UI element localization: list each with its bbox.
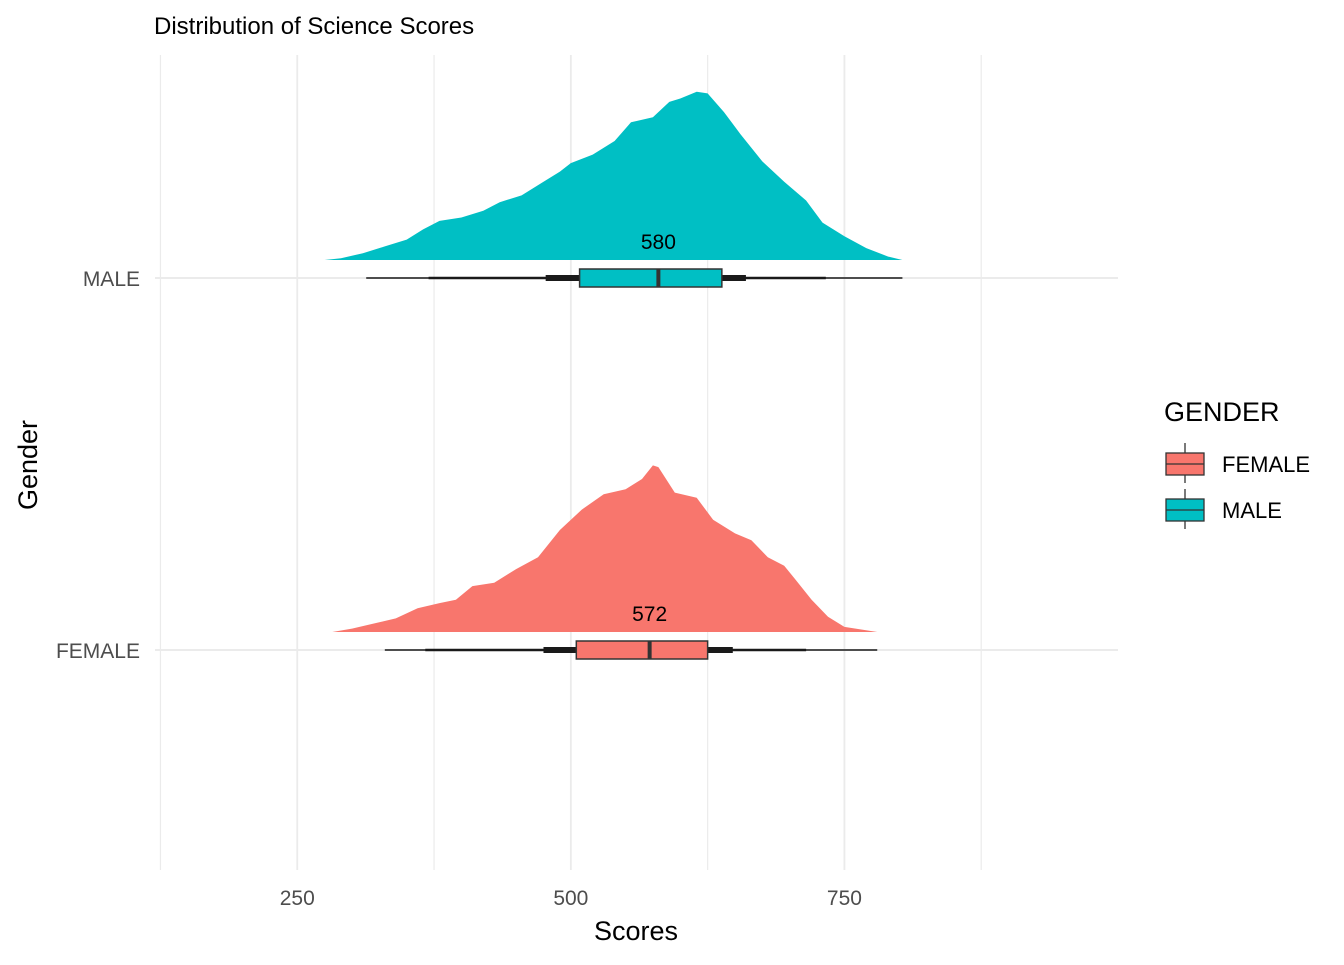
legend-label: FEMALE [1222,452,1310,477]
density-male [324,91,903,260]
chart-title: Distribution of Science Scores [154,13,474,40]
series-female [332,465,878,660]
density-female [332,465,878,632]
median-labels: 572 580 [632,231,676,626]
legend-label: MALE [1222,498,1282,523]
x-tick-label: 750 [827,887,862,910]
y-tick-label: FEMALE [56,640,140,663]
legend-items: FEMALE MALE [1165,443,1310,529]
y-axis-title: Gender [13,420,43,510]
x-tick-labels: 250 500 750 [280,887,862,910]
legend-key-female [1165,443,1205,483]
median-label: 572 [632,603,667,626]
legend-key-male [1165,489,1205,529]
series-male [324,91,903,288]
x-tick-label: 500 [553,887,588,910]
y-tick-labels: FEMALE MALE [56,268,140,663]
x-axis-title: Scores [594,916,678,946]
legend: GENDER FEMALE MALE [1164,397,1310,529]
series-layer [324,91,903,660]
y-tick-label: MALE [83,268,140,291]
boxplot-box [578,268,723,288]
median-label: 580 [641,231,676,254]
boxplot-box [575,640,709,660]
legend-title: GENDER [1164,397,1280,427]
x-tick-label: 250 [280,887,315,910]
